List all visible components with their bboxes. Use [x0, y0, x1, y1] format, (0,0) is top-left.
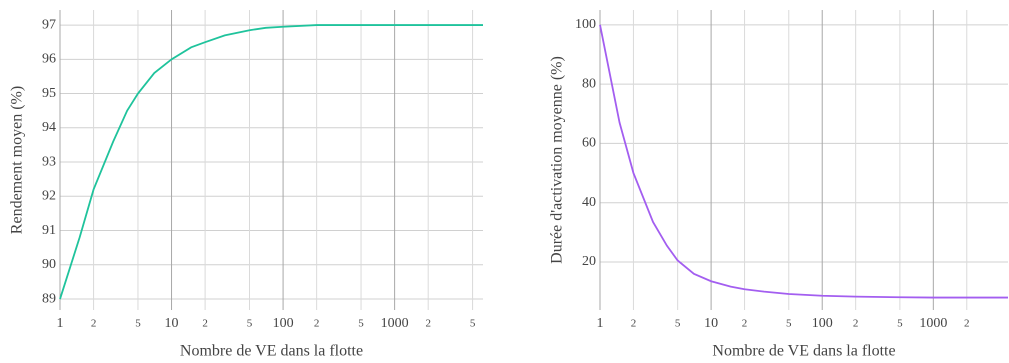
x-tick-label: 2 — [425, 318, 431, 330]
y-axis-title: Durée d'activation moyenne (%) — [549, 56, 566, 264]
y-tick-label: 90 — [42, 257, 56, 272]
y-tick-label: 40 — [582, 195, 596, 210]
x-axis-title: Nombre de VE dans la flotte — [180, 343, 363, 360]
x-tick-label: 5 — [675, 318, 681, 330]
y-tick-label: 95 — [42, 86, 56, 101]
x-tick-label: 2 — [964, 318, 970, 330]
x-tick-label: 5 — [786, 318, 792, 330]
x-tick-label: 2 — [853, 318, 859, 330]
y-tick-label: 80 — [582, 76, 596, 91]
y-tick-label: 89 — [42, 291, 56, 306]
y-tick-label: 20 — [582, 254, 596, 269]
data-line — [59, 24, 483, 300]
x-tick-label: 2 — [314, 318, 320, 330]
x-tick-label: 1000 — [381, 316, 409, 331]
x-tick-label: 10 — [704, 316, 718, 331]
x-tick-label: 5 — [247, 318, 253, 330]
x-tick-label: 100 — [273, 316, 294, 331]
y-tick-label: 60 — [582, 136, 596, 151]
y-tick-label: 97 — [42, 17, 56, 32]
x-tick-label: 2 — [91, 318, 97, 330]
y-tick-label: 91 — [42, 223, 56, 238]
x-axis-title: Nombre de VE dans la flotte — [712, 343, 895, 360]
x-tick-label: 1 — [57, 316, 64, 331]
x-tick-label: 100 — [812, 316, 833, 331]
y-tick-label: 94 — [42, 120, 56, 135]
x-tick-label: 5 — [358, 318, 364, 330]
x-tick-label: 5 — [897, 318, 903, 330]
x-tick-label: 2 — [742, 318, 748, 330]
data-line — [599, 24, 1008, 299]
y-tick-label: 100 — [575, 17, 596, 32]
y-axis-title: Rendement moyen (%) — [9, 86, 26, 234]
y-tick-label: 93 — [42, 154, 56, 169]
x-tick-label: 5 — [470, 318, 476, 330]
x-tick-label: 2 — [202, 318, 208, 330]
x-tick-label: 2 — [631, 318, 637, 330]
x-tick-label: 5 — [135, 318, 141, 330]
x-tick-label: 10 — [165, 316, 179, 331]
x-tick-label: 1000 — [919, 316, 947, 331]
y-tick-label: 92 — [42, 189, 56, 204]
x-tick-label: 1 — [597, 316, 604, 331]
y-tick-label: 96 — [42, 52, 56, 67]
